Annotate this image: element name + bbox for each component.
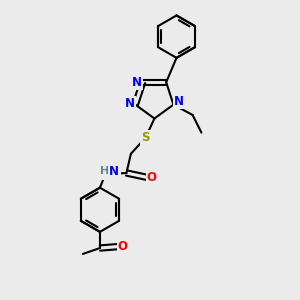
Text: N: N xyxy=(174,94,184,108)
Text: H: H xyxy=(100,167,109,176)
Text: O: O xyxy=(146,171,157,184)
Text: H: H xyxy=(102,166,112,178)
Text: O: O xyxy=(118,240,128,253)
Text: N: N xyxy=(109,165,119,178)
Text: S: S xyxy=(141,131,150,144)
Text: N: N xyxy=(125,97,135,110)
Text: N: N xyxy=(111,166,121,178)
Text: N: N xyxy=(132,76,142,89)
